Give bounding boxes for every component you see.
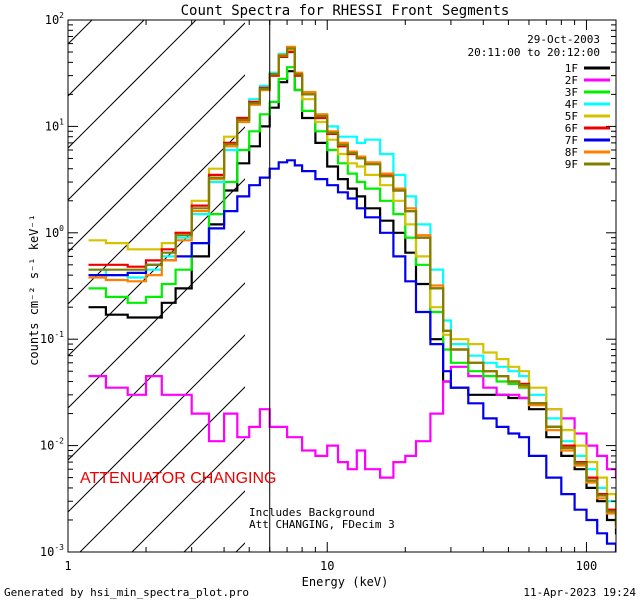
y-tick-label: 10-2: [40, 437, 64, 453]
footer-timestamp: 11-Apr-2023 19:24: [523, 586, 636, 599]
x-tick-label: 100: [576, 559, 598, 573]
hatch-line: [68, 334, 245, 513]
axis-ticks: [67, 19, 616, 553]
hatch-line: [131, 438, 245, 552]
legend-label-1F: 1F: [565, 62, 578, 75]
date-label: 29-Oct-2003: [527, 33, 600, 46]
y-tick-label: 10-3: [40, 543, 64, 559]
series-5F: [88, 49, 616, 511]
legend-label-8F: 8F: [565, 146, 578, 159]
legend-label-2F: 2F: [565, 74, 578, 87]
hatched-region: [68, 20, 245, 552]
legend-label-7F: 7F: [565, 134, 578, 147]
y-tick-label: 102: [45, 11, 64, 27]
series-8F: [88, 45, 616, 529]
hatch-line: [68, 126, 245, 305]
series-layer: [88, 45, 616, 552]
x-tick-labels: 1 10 100: [64, 559, 597, 573]
series-2F: [88, 365, 616, 479]
y-tick-label: 10-1: [40, 330, 64, 346]
series-4F: [88, 46, 616, 517]
legend-label-4F: 4F: [565, 98, 578, 111]
x-axis-label: Energy (keV): [302, 575, 389, 589]
hatch-line: [68, 22, 245, 201]
legend-label-3F: 3F: [565, 86, 578, 99]
plot-frame: [67, 19, 617, 553]
series-9F: [88, 47, 616, 526]
hatch-line: [68, 230, 245, 409]
y-tick-labels: 10-3 10-2 10-1 100 101 102: [40, 11, 64, 559]
legend-label-5F: 5F: [565, 110, 578, 123]
attenuator-annotation: ATTENUATOR CHANGING: [80, 470, 276, 487]
legend-label-6F: 6F: [565, 122, 578, 135]
hatch-line: [68, 178, 245, 357]
chart-title: Count Spectra for RHESSI Front Segments: [181, 3, 510, 19]
att-fdecim-annotation: Att CHANGING, FDecim 3: [249, 518, 395, 531]
hatch-line: [68, 74, 245, 253]
series-7F: [88, 159, 616, 552]
includes-background-annotation: Includes Background: [249, 506, 375, 519]
series-6F: [88, 50, 616, 526]
x-tick-label: 10: [320, 559, 334, 573]
footer-generated: Generated by hsi_min_spectra_plot.pro: [4, 586, 249, 599]
time-range-label: 20:11:00 to 20:12:00: [468, 46, 600, 59]
hatch-line: [68, 20, 197, 149]
hatch-line: [79, 386, 245, 552]
y-tick-label: 100: [45, 224, 64, 240]
legend-label-9F: 9F: [565, 158, 578, 171]
y-tick-label: 101: [45, 117, 64, 133]
hatch-line: [68, 282, 245, 461]
hatch-line: [68, 20, 145, 97]
y-axis-label: counts cm⁻² s⁻¹ keV⁻¹: [27, 214, 41, 366]
x-tick-label: 1: [64, 559, 71, 573]
